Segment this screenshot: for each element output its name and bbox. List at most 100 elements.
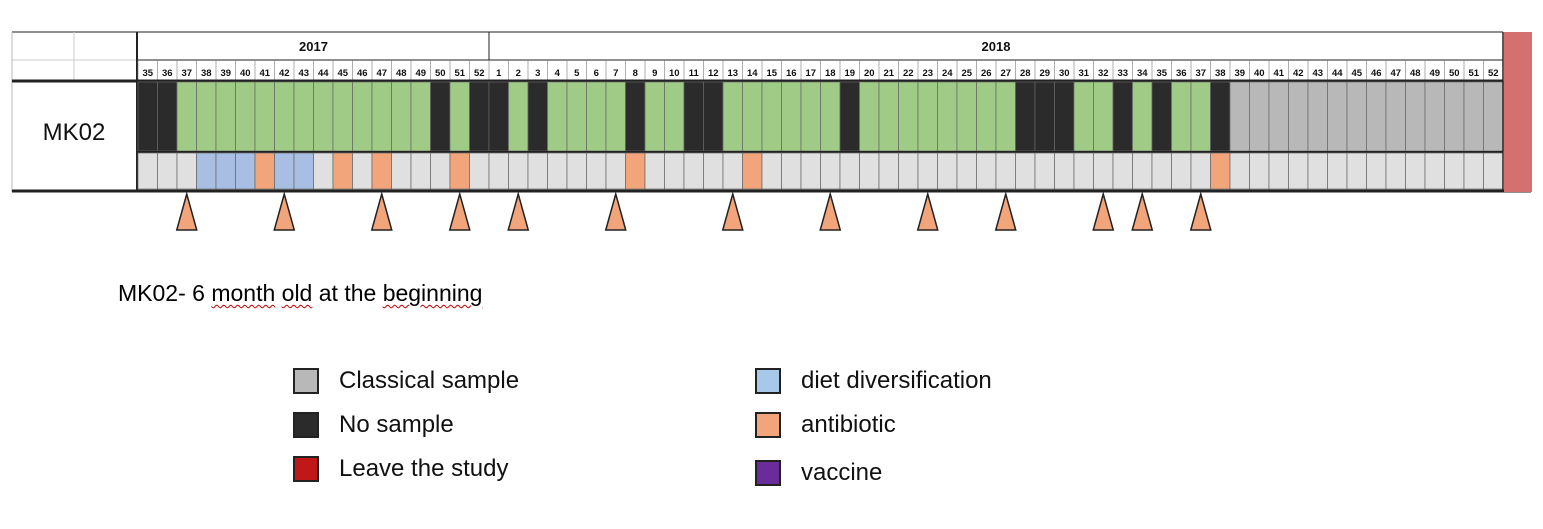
legend-item-antibiotic: antibiotic [755, 410, 896, 440]
sample-cell [1444, 81, 1465, 152]
sample-cell [703, 81, 724, 152]
event-cell [664, 152, 685, 190]
sample-cell [995, 81, 1016, 152]
caption-middle: at the [312, 280, 383, 306]
week-number: 46 [357, 68, 368, 79]
vaccine-marker [1189, 191, 1212, 231]
event-cell [1327, 152, 1348, 190]
sample-cell [1424, 81, 1445, 152]
event-cell [586, 152, 607, 190]
event-cell [254, 152, 275, 190]
caption-prefix: MK02- 6 [118, 280, 212, 306]
event-cell [839, 152, 860, 190]
vaccine-marker [175, 191, 198, 231]
week-number: 50 [435, 68, 446, 79]
sample-cell [176, 81, 197, 152]
sample-cell [605, 81, 626, 152]
sample-cell [956, 81, 977, 152]
week-number: 41 [1273, 68, 1284, 79]
vaccine-marker [448, 191, 471, 231]
event-cell [430, 152, 451, 190]
sample-cell [820, 81, 841, 152]
vaccine-marker [721, 191, 744, 231]
event-cell [683, 152, 704, 190]
leave-study-column [1504, 32, 1532, 192]
sample-cell [781, 81, 802, 152]
event-cell [449, 152, 470, 190]
event-cell [352, 152, 373, 190]
event-cell [722, 152, 743, 190]
event-cell [137, 152, 158, 190]
sample-cell [878, 81, 899, 152]
sample-cell [1307, 81, 1328, 152]
event-cell [1132, 152, 1153, 190]
week-number: 39 [1234, 68, 1245, 79]
week-number: 39 [220, 68, 231, 79]
week-number: 13 [727, 68, 738, 79]
event-cell [1288, 152, 1309, 190]
week-number: 33 [1117, 68, 1128, 79]
sample-cell [1405, 81, 1426, 152]
sample-cell [488, 81, 509, 152]
event-cell [332, 152, 353, 190]
event-cell [703, 152, 724, 190]
week-number: 36 [162, 68, 173, 79]
vaccine-marker [1092, 191, 1115, 231]
week-number: 41 [259, 68, 270, 79]
sample-cell [1327, 81, 1348, 152]
sample-cell [976, 81, 997, 152]
sample-cell [469, 81, 490, 152]
week-number: 34 [1137, 68, 1148, 79]
week-number: 52 [1488, 68, 1499, 79]
event-cell [410, 152, 431, 190]
week-number: 44 [1332, 68, 1343, 79]
week-number: 38 [201, 68, 212, 79]
week-number: 4 [555, 68, 561, 79]
sample-cell [644, 81, 665, 152]
sample-cell [1229, 81, 1250, 152]
sample-cell [1151, 81, 1172, 152]
event-cell [937, 152, 958, 190]
sample-cell [430, 81, 451, 152]
week-number: 31 [1078, 68, 1089, 79]
vaccine-marker [994, 191, 1017, 231]
event-cell [566, 152, 587, 190]
week-number: 42 [1293, 68, 1304, 79]
caption: MK02- 6 month old at the beginning [118, 280, 482, 307]
week-number: 30 [1059, 68, 1070, 79]
week-number: 29 [1039, 68, 1050, 79]
week-number: 43 [1312, 68, 1323, 79]
week-number: 44 [318, 68, 329, 79]
legend-item-no-sample: No sample [293, 410, 454, 440]
year-label: 2017 [299, 39, 328, 54]
sample-cell [1054, 81, 1075, 152]
week-number: 5 [574, 68, 580, 79]
sample-cell [157, 81, 178, 152]
event-cell [1229, 152, 1250, 190]
event-cell [1190, 152, 1211, 190]
sample-cell [937, 81, 958, 152]
event-cell [761, 152, 782, 190]
vaccine-marker [507, 191, 530, 231]
event-cell [1346, 152, 1367, 190]
sample-cell [1463, 81, 1484, 152]
event-cell [605, 152, 626, 190]
week-number: 47 [376, 68, 387, 79]
legend-swatch-no-sample [293, 412, 319, 438]
legend-swatch-diet-diversification [755, 368, 781, 394]
sample-cell [254, 81, 275, 152]
week-number: 1 [496, 68, 502, 79]
event-cell [956, 152, 977, 190]
sample-cell [1112, 81, 1133, 152]
sample-cell [215, 81, 236, 152]
week-number: 10 [669, 68, 680, 79]
sample-cell [1073, 81, 1094, 152]
event-cell [1463, 152, 1484, 190]
vaccine-marker [370, 191, 393, 231]
vaccine-marker [916, 191, 939, 231]
legend-swatch-antibiotic [755, 412, 781, 438]
week-number: 45 [1351, 68, 1362, 79]
event-cell [469, 152, 490, 190]
week-number: 45 [337, 68, 348, 79]
